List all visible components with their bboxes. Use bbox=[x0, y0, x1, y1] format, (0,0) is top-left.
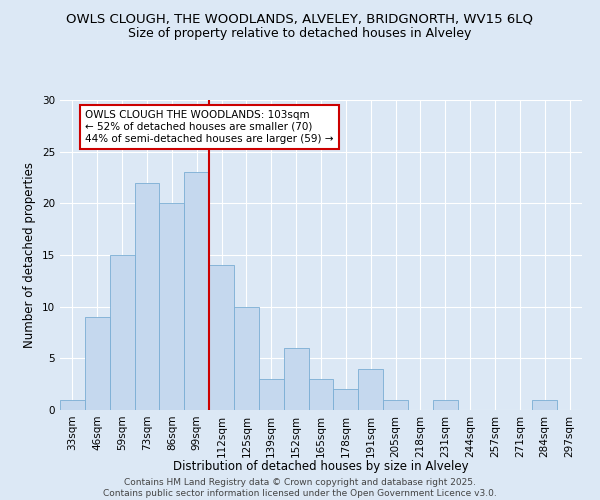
Bar bbox=[334, 390, 358, 410]
Bar bbox=[209, 266, 234, 410]
Bar bbox=[308, 379, 334, 410]
Bar bbox=[85, 317, 110, 410]
Bar bbox=[160, 204, 184, 410]
Bar bbox=[60, 400, 85, 410]
Text: OWLS CLOUGH, THE WOODLANDS, ALVELEY, BRIDGNORTH, WV15 6LQ: OWLS CLOUGH, THE WOODLANDS, ALVELEY, BRI… bbox=[67, 12, 533, 26]
Bar bbox=[259, 379, 284, 410]
Bar bbox=[110, 255, 134, 410]
Bar bbox=[383, 400, 408, 410]
Bar bbox=[284, 348, 308, 410]
Bar bbox=[433, 400, 458, 410]
X-axis label: Distribution of detached houses by size in Alveley: Distribution of detached houses by size … bbox=[173, 460, 469, 473]
Bar bbox=[134, 182, 160, 410]
Text: Size of property relative to detached houses in Alveley: Size of property relative to detached ho… bbox=[128, 28, 472, 40]
Bar bbox=[358, 368, 383, 410]
Text: Contains HM Land Registry data © Crown copyright and database right 2025.
Contai: Contains HM Land Registry data © Crown c… bbox=[103, 478, 497, 498]
Text: OWLS CLOUGH THE WOODLANDS: 103sqm
← 52% of detached houses are smaller (70)
44% : OWLS CLOUGH THE WOODLANDS: 103sqm ← 52% … bbox=[85, 110, 334, 144]
Y-axis label: Number of detached properties: Number of detached properties bbox=[23, 162, 37, 348]
Bar bbox=[532, 400, 557, 410]
Bar bbox=[184, 172, 209, 410]
Bar bbox=[234, 306, 259, 410]
